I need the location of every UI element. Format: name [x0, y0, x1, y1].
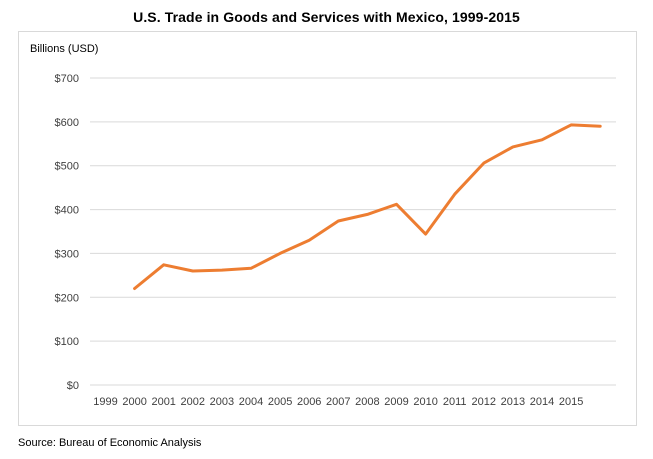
x-tick-label: 2001	[151, 396, 175, 408]
chart-title: U.S. Trade in Goods and Services with Me…	[133, 9, 520, 25]
x-tick-label: 2007	[326, 396, 350, 408]
chart-area: Billions (USD) $0 $100 $200 $300 $400 $500 $60…	[18, 31, 637, 426]
x-tick-label: 2010	[413, 396, 437, 408]
source-note: Source: Bureau of Economic Analysis	[18, 437, 202, 449]
y-tick-label: $400	[55, 205, 79, 217]
x-tick-label: 2005	[268, 396, 292, 408]
x-tick-label: 1999	[93, 396, 117, 408]
gridlines	[90, 77, 616, 386]
x-tick-labels: 1999 2000 2001 2002 2003 2004 2005 2006 2007 2008…	[93, 396, 583, 408]
y-tick-label: $0	[67, 380, 79, 392]
y-tick-label: $100	[55, 336, 79, 348]
x-tick-label: 2013	[501, 396, 525, 408]
x-tick-label: 2004	[239, 396, 263, 408]
x-tick-label: 2009	[384, 396, 408, 408]
y-tick-label: $500	[55, 161, 79, 173]
y-tick-label: $300	[55, 248, 79, 260]
x-tick-label: 2011	[443, 396, 467, 408]
x-tick-label: 2003	[210, 396, 234, 408]
x-tick-label: 2012	[472, 396, 496, 408]
x-tick-label: 2006	[297, 396, 321, 408]
series-line	[133, 123, 602, 290]
series-lines	[133, 123, 602, 290]
y-axis-label: Billions (USD)	[30, 43, 98, 55]
x-tick-label: 2014	[530, 396, 554, 408]
x-tick-label: 2000	[122, 396, 146, 408]
y-tick-label: $600	[55, 117, 79, 129]
line-chart: Billions (USD) $0 $100 $200 $300 $400 $500 $60…	[30, 43, 616, 408]
y-tick-labels: $0 $100 $200 $300 $400 $500 $600 $700	[55, 73, 79, 392]
y-tick-label: $200	[55, 292, 79, 304]
y-tick-label: $700	[55, 73, 79, 85]
x-tick-label: 2015	[559, 396, 583, 408]
x-tick-label: 2002	[181, 396, 205, 408]
x-tick-label: 2008	[355, 396, 379, 408]
